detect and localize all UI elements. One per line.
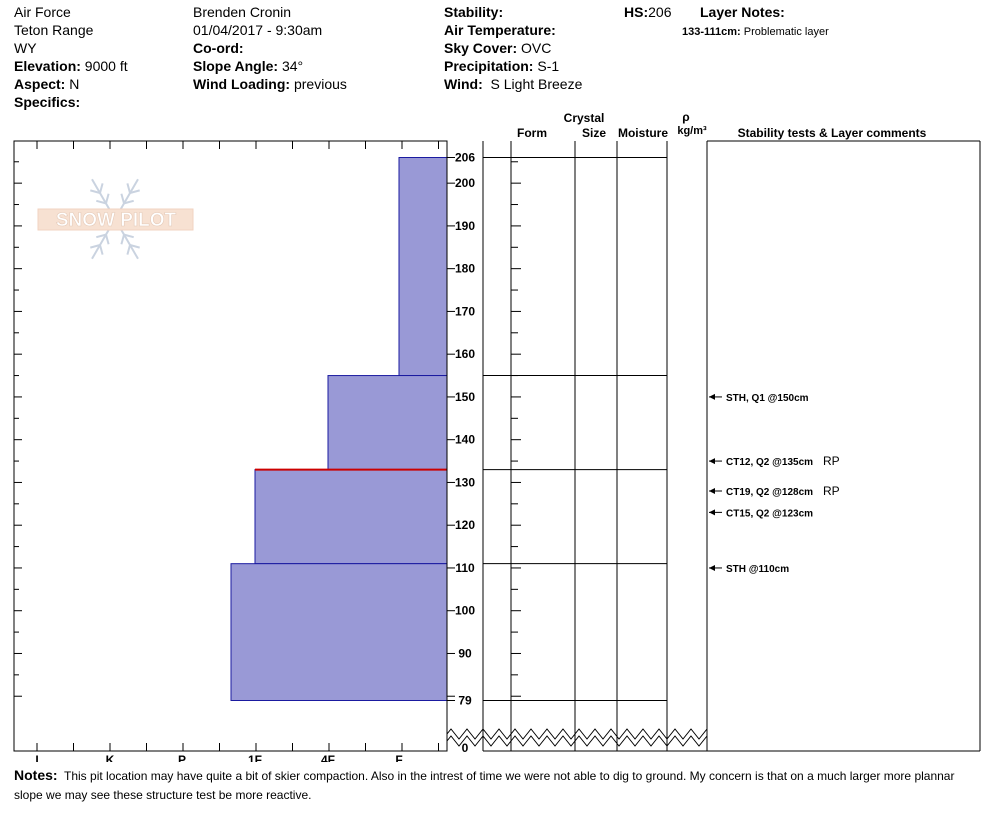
- depth-tick-label: 206: [455, 151, 475, 165]
- sky-cover: Sky Cover: OVC: [444, 40, 552, 56]
- layer-note: 133-111cm: Problematic layer: [682, 26, 829, 38]
- hardness-tick-label: 4F: [321, 753, 335, 762]
- location-line-2: Teton Range: [14, 22, 94, 38]
- depth-tick-label: 90: [458, 646, 472, 660]
- specifics: Specifics:: [14, 94, 81, 110]
- flake-branch: [120, 193, 125, 204]
- hardness-layer: [254, 469, 448, 565]
- flake-branch: [123, 233, 134, 239]
- test-arrow-head: [709, 487, 715, 494]
- hardness-tick-label: F: [395, 753, 402, 762]
- hardness-tick-label: I: [35, 753, 38, 762]
- test-arrow-head: [709, 564, 715, 571]
- depth-tick-label: 160: [455, 347, 475, 361]
- flake-branch: [120, 234, 125, 245]
- flake-branch: [96, 233, 107, 239]
- hardness-layer: [327, 375, 448, 471]
- axis-break-lower: [446, 735, 708, 747]
- wind: Wind: S Light Breeze: [444, 76, 583, 92]
- hardness-tick-label: P: [178, 753, 186, 762]
- depth-tick-label: 110: [455, 561, 475, 575]
- flake-branch: [96, 199, 107, 205]
- flake-branch: [129, 189, 140, 194]
- datetime: 01/04/2017 - 9:30am: [193, 22, 323, 38]
- hardness-plot-border: [13, 140, 448, 752]
- aspect: Aspect: N: [14, 76, 80, 92]
- flake-branch: [90, 244, 101, 249]
- axis-break-upper: [446, 728, 708, 740]
- flake-branch: [99, 183, 104, 194]
- flake-branch: [129, 244, 140, 249]
- air-temperature: Air Temperature:: [444, 22, 556, 38]
- test-label: CT15, Q2 @123cm: [726, 508, 813, 519]
- depth-tick-label: 140: [455, 433, 475, 447]
- wind-loading: Wind Loading: previous: [193, 76, 347, 92]
- hardness-layer: [230, 563, 448, 701]
- flake-branch: [90, 189, 101, 194]
- form-header: Form: [517, 126, 547, 140]
- test-arrow-head: [709, 458, 715, 465]
- size-header: Size: [582, 126, 606, 140]
- stability: Stability:: [444, 4, 504, 20]
- density-header: kg/m³: [677, 125, 707, 137]
- depth-tick-label: 190: [455, 219, 475, 233]
- elevation: Elevation: 9000 ft: [14, 58, 128, 74]
- snow-profile-chart: SNOW PILOT Crystal Form Size Moisture ρ …: [13, 110, 981, 762]
- depth-tick-label: 120: [455, 518, 475, 532]
- stability-header: Stability tests & Layer comments: [738, 126, 927, 140]
- flake-branch: [126, 244, 131, 255]
- test-label: CT19, Q2 @128cm: [726, 487, 813, 498]
- hardness-tick-label: 1F: [248, 753, 262, 762]
- hardness-axis: I K P 1F 4F F: [35, 141, 439, 762]
- depth-tick-label: 79: [458, 694, 472, 708]
- slope-angle: Slope Angle: 34°: [193, 58, 304, 74]
- location-line-1: Air Force: [14, 4, 71, 20]
- depth-tick-label: 150: [455, 390, 475, 404]
- location-line-3: WY: [14, 40, 37, 56]
- precipitation: Precipitation: S-1: [444, 58, 560, 74]
- depth-tick-label: 130: [455, 475, 475, 489]
- flake-branch: [99, 244, 104, 255]
- chart-frame: [13, 140, 981, 752]
- coord: Co-ord:: [193, 40, 244, 56]
- flake-branch: [105, 193, 110, 204]
- depth-axis: 206 200 190 180 170 160 150 140 130 120 110 100 90 79…: [14, 151, 521, 755]
- test-label: STH, Q1 @150cm: [726, 393, 809, 404]
- crystal-header: Crystal: [564, 111, 605, 125]
- rho-header: ρ: [682, 110, 689, 124]
- observer: Brenden Cronin: [193, 4, 292, 20]
- test-label: CT12, Q2 @135cm: [726, 457, 813, 468]
- test-suffix: RP: [823, 484, 840, 498]
- flake-branch: [126, 183, 131, 194]
- flake-branch: [105, 234, 110, 245]
- hardness-tick-label: K: [106, 753, 115, 762]
- depth-tick-label: 100: [455, 604, 475, 618]
- snowpilot-logo: SNOW PILOT: [37, 178, 194, 260]
- test-arrow-head: [709, 393, 715, 400]
- hardness-layer: [398, 157, 448, 377]
- depth-tick-label: 200: [455, 176, 475, 190]
- moisture-header: Moisture: [618, 126, 668, 140]
- hs: HS:206: [624, 4, 672, 20]
- test-suffix: RP: [823, 454, 840, 468]
- hardness-layers: [230, 157, 448, 701]
- depth-tick-label: 170: [455, 304, 475, 318]
- layer-notes-label: Layer Notes:: [700, 4, 785, 20]
- test-arrow-head: [709, 509, 715, 516]
- notes: Notes: This pit location may have quite …: [14, 767, 955, 802]
- depth-tick-label: 0: [462, 741, 469, 755]
- stability-tests: STH, Q1 @150cm CT12, Q2 @135cm RP CT19, Q2 …: [709, 393, 840, 575]
- logo-text: SNOW PILOT: [56, 210, 177, 231]
- test-label: STH @110cm: [726, 564, 789, 575]
- flake-branch: [123, 199, 134, 205]
- depth-tick-label: 180: [455, 262, 475, 276]
